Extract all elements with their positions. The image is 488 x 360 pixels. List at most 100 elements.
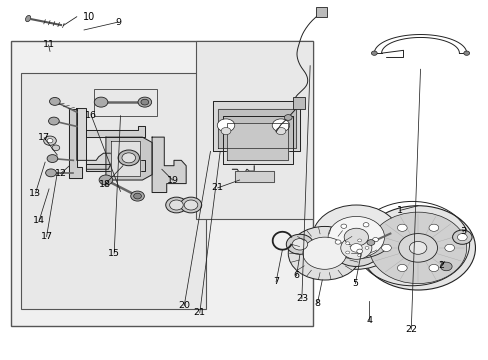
Circle shape bbox=[345, 251, 349, 254]
Circle shape bbox=[327, 216, 384, 258]
Text: 20: 20 bbox=[178, 301, 190, 310]
Circle shape bbox=[452, 230, 471, 244]
Text: 21: 21 bbox=[193, 309, 205, 318]
Text: 18: 18 bbox=[99, 180, 111, 189]
Circle shape bbox=[371, 51, 376, 55]
Circle shape bbox=[463, 51, 468, 55]
Circle shape bbox=[381, 244, 390, 251]
Bar bbox=[21, 73, 205, 309]
Text: 13: 13 bbox=[29, 189, 41, 198]
Circle shape bbox=[428, 264, 438, 271]
Circle shape bbox=[52, 145, 60, 151]
Polygon shape bbox=[106, 137, 152, 180]
Text: 5: 5 bbox=[352, 279, 358, 288]
Text: 17: 17 bbox=[38, 133, 50, 142]
Bar bbox=[94, 89, 157, 116]
Circle shape bbox=[440, 262, 451, 271]
Bar bbox=[196, 41, 312, 219]
Circle shape bbox=[372, 238, 378, 242]
Polygon shape bbox=[234, 171, 273, 182]
Circle shape bbox=[287, 226, 361, 280]
Circle shape bbox=[397, 224, 407, 231]
Polygon shape bbox=[152, 137, 186, 193]
Circle shape bbox=[180, 197, 201, 213]
Bar bbox=[292, 97, 305, 109]
Circle shape bbox=[344, 228, 368, 246]
Polygon shape bbox=[86, 160, 144, 171]
Text: 1: 1 bbox=[396, 206, 402, 215]
Circle shape bbox=[357, 254, 361, 257]
Polygon shape bbox=[222, 116, 292, 164]
Circle shape bbox=[141, 99, 148, 105]
Circle shape bbox=[45, 169, 56, 177]
Ellipse shape bbox=[25, 15, 31, 22]
Polygon shape bbox=[217, 109, 295, 148]
Circle shape bbox=[360, 206, 474, 290]
Circle shape bbox=[49, 98, 60, 105]
Circle shape bbox=[272, 119, 289, 132]
Text: 14: 14 bbox=[33, 216, 45, 225]
Polygon shape bbox=[111, 141, 140, 176]
Circle shape bbox=[284, 114, 291, 120]
Bar bbox=[316, 7, 326, 18]
Circle shape bbox=[130, 191, 144, 201]
Bar bbox=[11, 41, 312, 327]
Polygon shape bbox=[212, 102, 300, 152]
Circle shape bbox=[99, 175, 113, 185]
Circle shape bbox=[165, 197, 187, 213]
Circle shape bbox=[221, 127, 230, 135]
Circle shape bbox=[356, 249, 362, 253]
Text: 19: 19 bbox=[166, 176, 178, 185]
Circle shape bbox=[457, 234, 466, 241]
Circle shape bbox=[169, 200, 183, 210]
Circle shape bbox=[330, 229, 381, 266]
Circle shape bbox=[47, 155, 58, 162]
Circle shape bbox=[444, 244, 454, 251]
Text: 6: 6 bbox=[293, 271, 299, 280]
Text: 7: 7 bbox=[272, 277, 279, 286]
Circle shape bbox=[291, 239, 307, 250]
Text: 9: 9 bbox=[115, 18, 121, 27]
Polygon shape bbox=[86, 126, 144, 137]
Circle shape bbox=[408, 242, 426, 254]
Polygon shape bbox=[77, 109, 113, 169]
Polygon shape bbox=[227, 123, 287, 160]
Circle shape bbox=[312, 205, 399, 269]
Circle shape bbox=[363, 222, 368, 227]
Text: 21: 21 bbox=[211, 183, 224, 192]
Circle shape bbox=[340, 237, 371, 259]
Text: 3: 3 bbox=[459, 227, 466, 236]
Circle shape bbox=[138, 97, 151, 107]
Circle shape bbox=[428, 224, 438, 231]
Circle shape bbox=[94, 97, 108, 107]
Circle shape bbox=[122, 153, 135, 163]
Circle shape bbox=[398, 234, 437, 262]
Circle shape bbox=[217, 119, 234, 132]
Text: 2: 2 bbox=[438, 261, 444, 270]
Circle shape bbox=[43, 136, 56, 145]
Circle shape bbox=[184, 200, 198, 210]
Text: 23: 23 bbox=[295, 294, 307, 303]
Circle shape bbox=[369, 212, 466, 284]
Polygon shape bbox=[69, 109, 81, 178]
Text: 16: 16 bbox=[85, 111, 97, 120]
Circle shape bbox=[302, 237, 346, 269]
Circle shape bbox=[334, 240, 340, 244]
Circle shape bbox=[345, 242, 349, 245]
Circle shape bbox=[48, 117, 59, 125]
Text: 17: 17 bbox=[41, 232, 53, 241]
Circle shape bbox=[397, 264, 407, 271]
Text: 12: 12 bbox=[55, 169, 66, 178]
Circle shape bbox=[47, 139, 53, 143]
Circle shape bbox=[118, 150, 139, 166]
Text: 22: 22 bbox=[405, 325, 416, 334]
Text: 10: 10 bbox=[82, 12, 95, 22]
Text: 15: 15 bbox=[108, 249, 120, 258]
Text: 11: 11 bbox=[42, 40, 55, 49]
Circle shape bbox=[366, 240, 374, 246]
Text: 8: 8 bbox=[314, 299, 320, 308]
Circle shape bbox=[357, 239, 361, 242]
Circle shape bbox=[350, 244, 362, 252]
Circle shape bbox=[276, 127, 285, 135]
Circle shape bbox=[365, 247, 368, 249]
